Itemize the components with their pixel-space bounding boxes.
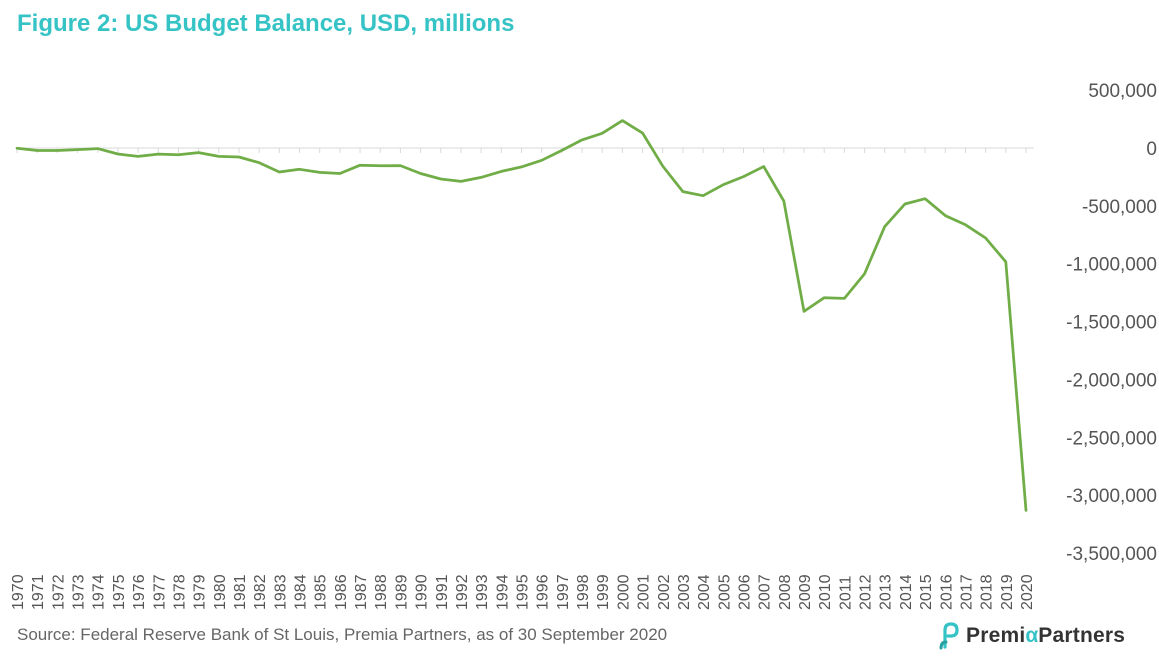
x-tick-label: 1978 xyxy=(171,574,188,610)
x-tick-label: 2000 xyxy=(615,574,632,610)
x-tick-label: 2019 xyxy=(999,574,1016,610)
x-tick-label: 1990 xyxy=(414,574,431,610)
x-tick-label: 1989 xyxy=(393,574,410,610)
chart-title: Figure 2: US Budget Balance, USD, millio… xyxy=(17,10,515,37)
x-tick-label: 2007 xyxy=(757,574,774,610)
x-tick-label: 2015 xyxy=(918,574,935,610)
x-tick-label: 1975 xyxy=(111,574,128,610)
x-tick-label: 1985 xyxy=(313,574,330,610)
x-tick-label: 2004 xyxy=(696,574,713,610)
x-tick-label: 1993 xyxy=(474,574,491,610)
x-tick-label: 2001 xyxy=(636,574,653,610)
x-tick-label: 2013 xyxy=(878,574,895,610)
x-tick-label: 1983 xyxy=(272,574,289,610)
x-tick-label: 2016 xyxy=(938,574,955,610)
x-tick-label: 1977 xyxy=(151,574,168,610)
x-tick-label: 1981 xyxy=(232,574,249,610)
x-tick-label: 2012 xyxy=(858,574,875,610)
x-tick-label: 2010 xyxy=(817,574,834,610)
x-tick-label: 2006 xyxy=(736,574,753,610)
logo-suffix: Partners xyxy=(1038,624,1126,647)
y-tick-label: -1,000,000 xyxy=(1066,255,1157,276)
series-layer xyxy=(15,119,1028,512)
y-tick-label: -1,500,000 xyxy=(1066,313,1157,334)
x-tick-label: 1995 xyxy=(515,574,532,610)
x-tick-label: 1973 xyxy=(71,574,88,610)
x-tick-label: 2002 xyxy=(656,574,673,610)
x-tick-label: 1982 xyxy=(252,574,269,610)
y-tick-label: -3,000,000 xyxy=(1066,486,1157,507)
x-tick-label: 2017 xyxy=(958,574,975,610)
x-tick-label: 1971 xyxy=(30,574,47,610)
x-tick-label: 1972 xyxy=(50,574,67,610)
y-tick-label: -2,500,000 xyxy=(1066,428,1157,449)
x-tick-label: 2008 xyxy=(777,574,794,610)
x-tick-label: 1998 xyxy=(575,574,592,610)
x-tick-label: 1986 xyxy=(333,574,350,610)
x-tick-label: 1996 xyxy=(535,574,552,610)
y-tick-label: -500,000 xyxy=(1082,197,1157,218)
x-tick-label: 1992 xyxy=(454,574,471,610)
x-tick-label: 1976 xyxy=(131,574,148,610)
logo-prefix: Premi xyxy=(966,624,1026,647)
x-tick-label: 2018 xyxy=(979,574,996,610)
source-note: Source: Federal Reserve Bank of St Louis… xyxy=(17,625,668,644)
x-tick-label: 1997 xyxy=(555,574,572,610)
x-tick-label: 1980 xyxy=(212,574,229,610)
logo-alpha: α xyxy=(1025,624,1039,647)
x-tick-label: 2020 xyxy=(1019,574,1036,610)
x-tick-label: 2003 xyxy=(676,574,693,610)
company-logo: Premi α Partners xyxy=(938,621,1125,651)
x-tick-label: 2014 xyxy=(898,574,915,610)
x-tick-label: 1999 xyxy=(595,574,612,610)
x-tick-label: 2005 xyxy=(716,574,733,610)
x-tick-label: 2009 xyxy=(797,574,814,610)
x-tick-label: 1988 xyxy=(373,574,390,610)
budget-balance-line xyxy=(15,119,1028,512)
y-tick-label: -2,000,000 xyxy=(1066,370,1157,391)
premia-partners-logo-icon xyxy=(939,622,959,650)
y-tick-labels: 500,000 0 -500,000 -1,000,000 -1,500,000 -2,0… xyxy=(1066,81,1157,565)
y-tick-label: 500,000 xyxy=(1088,81,1157,102)
x-tick-label: 1991 xyxy=(434,574,451,610)
x-tick-label: 1974 xyxy=(91,574,108,610)
x-tick-labels: 1970 1971 1972 1973 1974 1975 1976 1977 1978 1979… xyxy=(10,574,1036,610)
x-tick-label: 1987 xyxy=(353,574,370,610)
x-tick-label: 1979 xyxy=(192,574,209,610)
axis-layer xyxy=(16,147,1034,153)
y-tick-label: -3,500,000 xyxy=(1066,544,1157,565)
x-tick-label: 1970 xyxy=(10,574,27,610)
x-tick-label: 1994 xyxy=(494,574,511,610)
y-tick-label: 0 xyxy=(1146,139,1157,160)
x-tick-label: 1984 xyxy=(293,574,310,610)
x-tick-label: 2011 xyxy=(837,575,854,610)
